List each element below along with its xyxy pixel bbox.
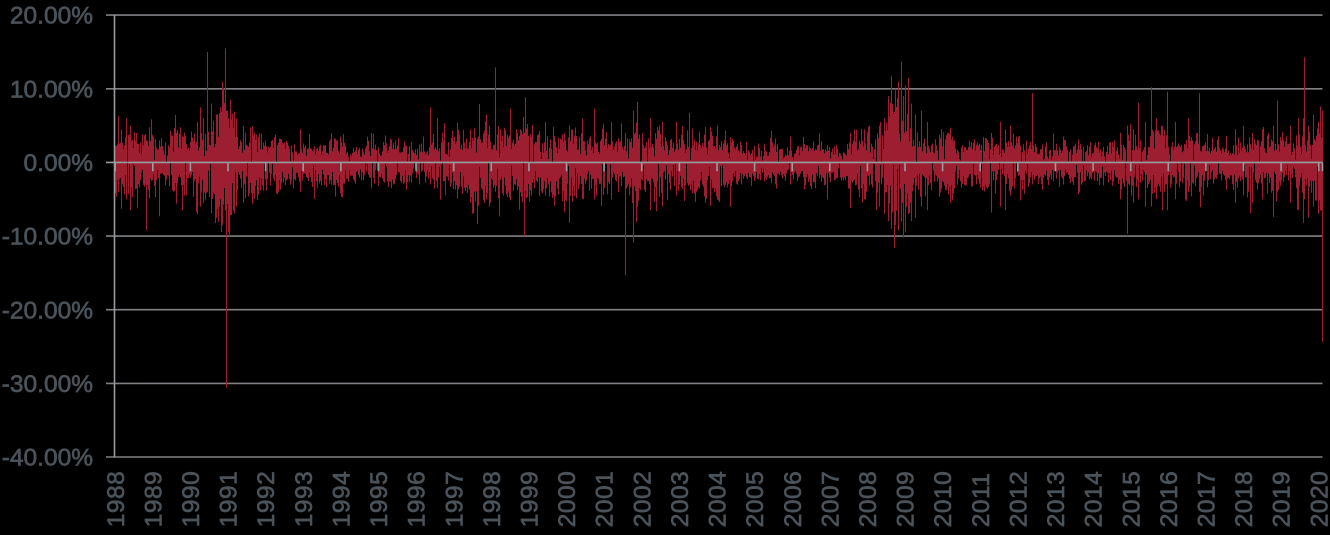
svg-text:2013: 2013: [1043, 471, 1070, 528]
svg-text:2010: 2010: [930, 471, 957, 528]
svg-text:2000: 2000: [554, 471, 581, 528]
svg-text:2006: 2006: [780, 471, 807, 528]
svg-text:1990: 1990: [178, 471, 205, 528]
svg-text:20.00%: 20.00%: [10, 3, 93, 30]
svg-text:2005: 2005: [742, 471, 769, 528]
svg-text:-10.00%: -10.00%: [2, 224, 93, 251]
svg-text:2015: 2015: [1118, 471, 1145, 528]
svg-text:1996: 1996: [404, 471, 431, 528]
svg-text:1999: 1999: [517, 471, 544, 528]
svg-text:2007: 2007: [817, 471, 844, 528]
svg-text:-40.00%: -40.00%: [2, 445, 93, 472]
svg-text:2019: 2019: [1269, 471, 1296, 528]
svg-text:1988: 1988: [103, 471, 130, 528]
svg-text:1994: 1994: [329, 471, 356, 528]
svg-text:2012: 2012: [1005, 471, 1032, 528]
svg-text:1997: 1997: [441, 471, 468, 528]
svg-text:2017: 2017: [1194, 471, 1221, 528]
svg-text:2020: 2020: [1306, 471, 1330, 528]
svg-text:1989: 1989: [140, 471, 167, 528]
svg-text:2011: 2011: [968, 473, 995, 528]
svg-text:1992: 1992: [253, 471, 280, 528]
svg-text:1998: 1998: [479, 471, 506, 528]
svg-text:2008: 2008: [855, 471, 882, 528]
svg-text:2003: 2003: [667, 471, 694, 528]
svg-text:1991: 1991: [216, 471, 243, 528]
svg-text:2004: 2004: [705, 471, 732, 528]
svg-text:0.00%: 0.00%: [24, 150, 93, 177]
svg-text:2018: 2018: [1231, 471, 1258, 528]
svg-text:-30.00%: -30.00%: [2, 371, 93, 398]
svg-text:2002: 2002: [629, 471, 656, 528]
svg-text:1995: 1995: [366, 471, 393, 528]
svg-text:2009: 2009: [893, 471, 920, 528]
svg-text:2016: 2016: [1156, 471, 1183, 528]
svg-text:-20.00%: -20.00%: [2, 297, 93, 324]
svg-text:2001: 2001: [592, 471, 619, 528]
svg-text:1993: 1993: [291, 471, 318, 528]
svg-text:10.00%: 10.00%: [10, 76, 93, 103]
svg-text:2014: 2014: [1081, 471, 1108, 528]
